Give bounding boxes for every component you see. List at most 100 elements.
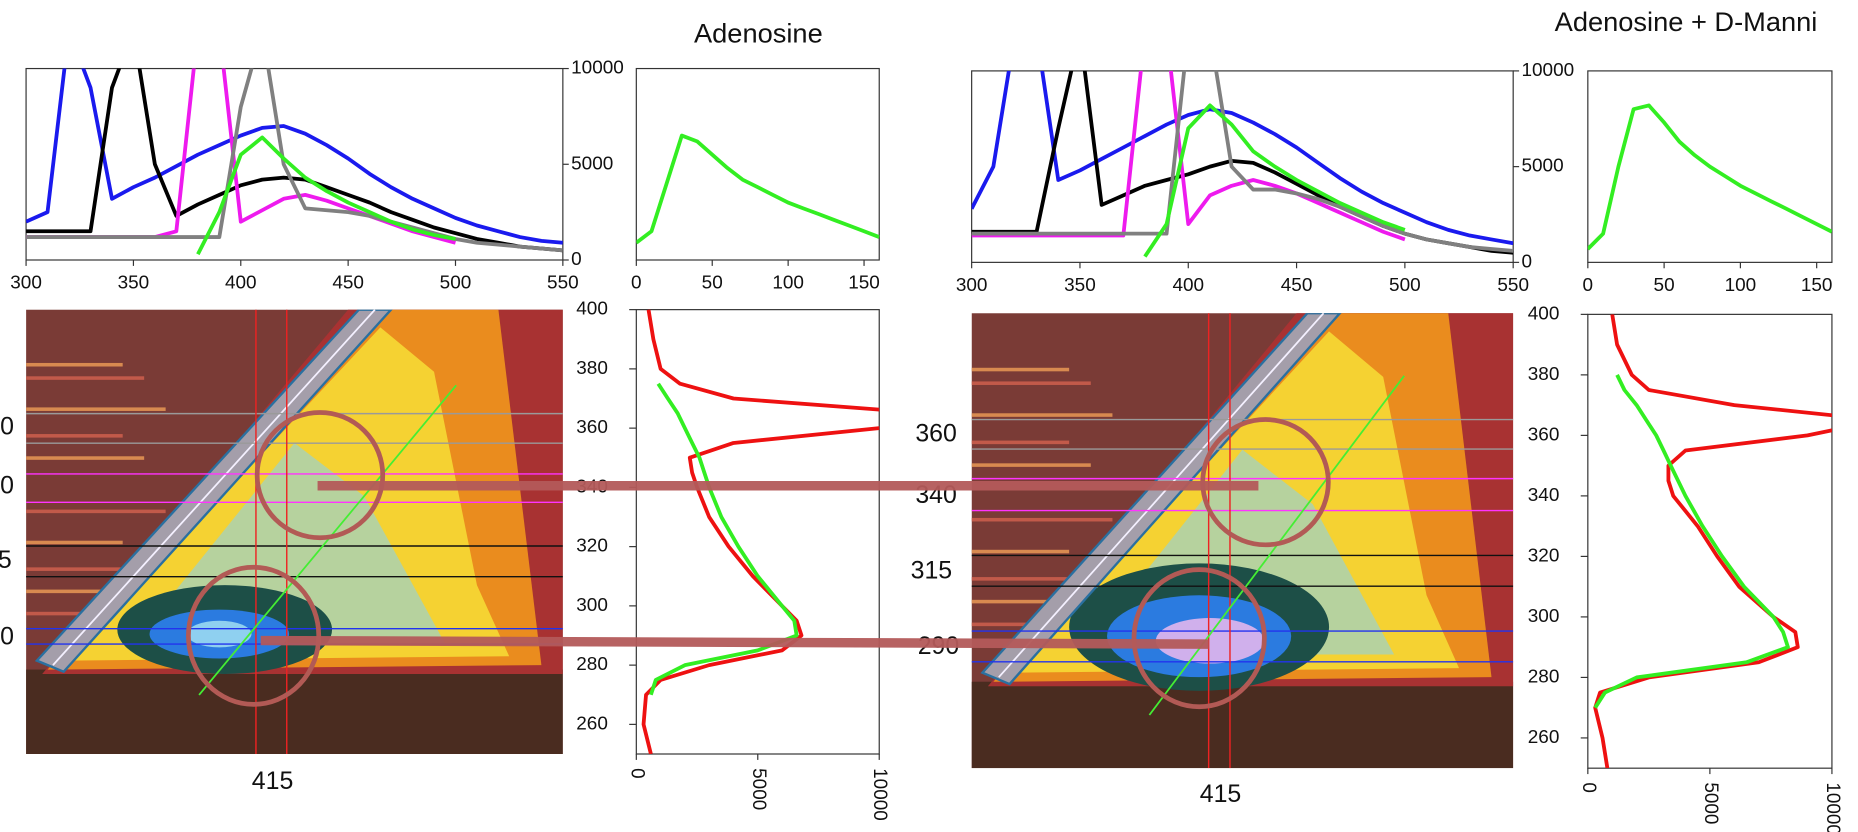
hm-stripe <box>26 540 123 545</box>
hm-stripe <box>26 567 145 571</box>
chart-title: Adenosine <box>694 18 823 49</box>
plot-frame <box>1587 70 1833 263</box>
x-tick-label: 150 <box>1801 275 1833 296</box>
hm-circle <box>1131 567 1267 710</box>
x-tick-label: 100 <box>1725 275 1757 296</box>
series-line <box>636 133 880 245</box>
series-line <box>26 68 563 253</box>
x-tick-label: 300 <box>576 595 608 616</box>
hm-stripe <box>971 622 1070 627</box>
x-tick-label: 300 <box>956 275 988 296</box>
x-tick-label: 500 <box>440 273 472 294</box>
y-tick-label: 5000 <box>1521 156 1563 177</box>
x-tick-label: 340 <box>1528 485 1560 506</box>
x-tick-label: 400 <box>225 273 257 294</box>
y-tick-label: 0 <box>571 249 582 270</box>
heatmap <box>26 309 563 754</box>
hm-floor <box>971 681 1514 769</box>
hm-stripe <box>971 440 1070 445</box>
hm-stripe <box>971 599 1113 604</box>
plot-frame <box>635 67 880 261</box>
y-label: 0 <box>0 624 14 651</box>
x-tick-label: 100 <box>772 273 804 294</box>
y-tick-label: 5000 <box>748 768 769 810</box>
chart-title: Adenosine + D-Manni <box>1555 6 1818 37</box>
x-label: 415 <box>1200 781 1242 808</box>
x-tick-label: 360 <box>576 417 608 438</box>
x-tick-label: 0 <box>631 273 642 294</box>
series-line <box>971 70 1514 246</box>
hm-circle <box>254 410 386 541</box>
hm-stripe <box>971 367 1070 372</box>
y-label: 5 <box>0 547 12 574</box>
series-line <box>1587 103 1832 251</box>
x-tick-label: 400 <box>1528 303 1560 324</box>
y-tick-label: 10000 <box>571 58 624 79</box>
y-tick-label: 5000 <box>571 153 613 174</box>
y-tick-label: 0 <box>626 768 647 779</box>
x-tick-label: 400 <box>576 299 608 320</box>
series-line <box>971 70 1514 253</box>
hm-diagonal <box>198 384 457 696</box>
series-line <box>641 309 880 754</box>
x-tick-label: 320 <box>1528 545 1560 566</box>
series-line <box>1143 103 1406 258</box>
x-tick-label: 260 <box>1528 727 1560 748</box>
x-tick-label: 360 <box>1528 424 1560 445</box>
y-label: 315 <box>911 558 953 585</box>
x-tick-label: 450 <box>1281 275 1313 296</box>
hm-stripe <box>971 549 1070 554</box>
hm-stripe <box>971 381 1091 385</box>
x-tick-label: 0 <box>1583 275 1594 296</box>
hm-stripe <box>971 413 1113 417</box>
hm-stripe <box>26 376 145 380</box>
x-tick-label: 50 <box>702 273 723 294</box>
x-tick-label: 350 <box>118 273 150 294</box>
hm-stripe <box>26 362 123 367</box>
x-tick-label: 50 <box>1654 275 1675 296</box>
connector <box>260 635 1209 649</box>
y-tick-label: 5000 <box>1700 782 1721 824</box>
x-tick-label: 380 <box>576 358 608 379</box>
hm-circle <box>186 564 322 707</box>
x-tick-label: 380 <box>1528 364 1560 385</box>
y-tick-label: 0 <box>1578 782 1599 793</box>
x-tick-label: 150 <box>848 273 880 294</box>
series-line <box>26 68 563 253</box>
hm-ridge <box>980 313 1342 686</box>
series-line <box>1593 314 1832 769</box>
y-tick-label: 10000 <box>1521 60 1574 81</box>
x-label: 415 <box>252 768 294 795</box>
y-label: 0 <box>0 413 14 440</box>
hm-stripe <box>26 589 166 594</box>
hm-stripe <box>26 434 123 438</box>
series-line <box>196 135 456 256</box>
hm-core <box>1155 618 1265 664</box>
x-tick-label: 550 <box>547 273 579 294</box>
hm-stripe <box>26 509 166 514</box>
x-tick-label: 350 <box>1064 275 1096 296</box>
hm-ridge-core <box>52 309 376 666</box>
hm-floor <box>26 669 563 754</box>
y-tick-label: 10000 <box>1822 782 1843 832</box>
x-tick-label: 500 <box>1389 275 1421 296</box>
hm-stripe <box>971 517 1113 522</box>
x-tick-label: 260 <box>576 713 608 734</box>
x-tick-label: 280 <box>1528 666 1560 687</box>
hm-stripe <box>971 577 1091 581</box>
x-tick-label: 280 <box>576 654 608 675</box>
series-line <box>26 68 563 245</box>
y-tick-label: 10000 <box>869 768 890 821</box>
y-label: 360 <box>915 420 957 447</box>
hm-core <box>187 620 252 648</box>
x-tick-label: 450 <box>332 273 364 294</box>
series-line <box>649 382 799 696</box>
hm-ridge <box>34 309 393 674</box>
hm-stripe <box>26 611 123 616</box>
hm-stripe <box>26 407 166 411</box>
x-tick-label: 320 <box>576 536 608 557</box>
x-tick-label: 300 <box>10 273 42 294</box>
x-tick-label: 550 <box>1497 275 1529 296</box>
